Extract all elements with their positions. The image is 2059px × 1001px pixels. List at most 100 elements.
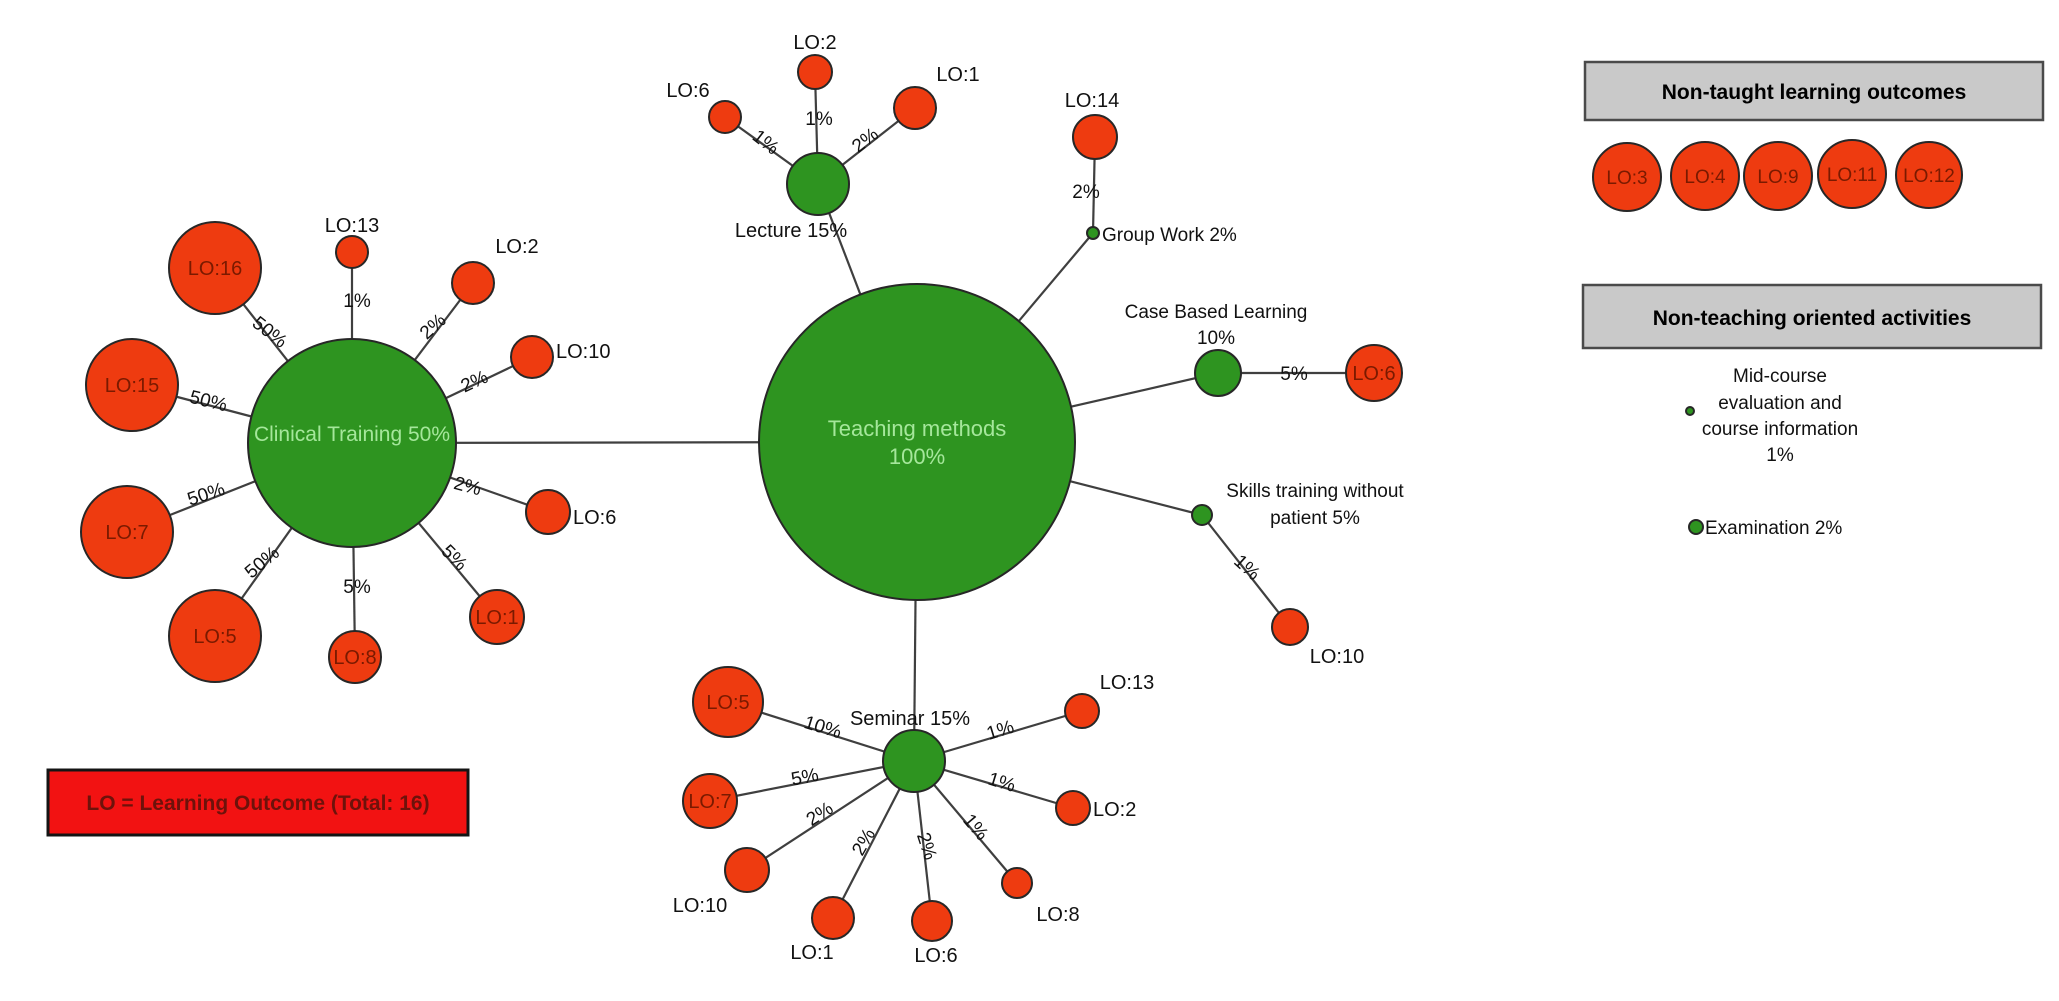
node-seminar (882, 729, 946, 793)
seminar-sat-lo2-label: LO:2 (1093, 799, 1136, 821)
seminar-pct-lo8: 1% (958, 810, 992, 845)
clinical-sat-lo6-label: LO:6 (573, 507, 616, 529)
legend-lo3-circle (1592, 142, 1662, 212)
seminar-sat-lo5-circle (692, 666, 764, 738)
legend-lo3-label: LO:3 (1606, 168, 1647, 189)
lecture-sat-lo2-circle (797, 54, 833, 90)
seminar-sat-lo7-circle (682, 773, 738, 829)
seminar-sat-lo13-label: LO:13 (1100, 672, 1154, 694)
legend-activities: Non-teaching oriented activities Mid-cou… (1581, 283, 2043, 539)
legend-activities-header-box (1581, 283, 2043, 350)
clinical-sat-lo10-circle (510, 335, 554, 379)
groupwork-sat-lo14-circle (1072, 114, 1118, 160)
node-case-based-learning (1194, 349, 1242, 397)
mid-course-line2: evaluation and (1718, 393, 1842, 414)
lecture-sat-lo1-circle (893, 86, 937, 130)
node-skills-training (1191, 504, 1213, 526)
nodes (80, 54, 1403, 942)
mid-course-dot (1685, 406, 1695, 416)
legend-lo12-label: LO:12 (1903, 166, 1955, 187)
clinical-sat-lo16-circle (168, 221, 262, 315)
legend-non-taught: Non-taught learning outcomes LO:3 LO:4 L… (1583, 60, 2045, 212)
seminar-sat-lo6-circle (911, 900, 953, 942)
seminar-sat-lo6-label: LO:6 (914, 945, 957, 967)
cbl-label-line1: Case Based Learning (1125, 302, 1308, 323)
cbl-pct-lo6: 5% (1280, 364, 1308, 385)
legend-lo4-circle (1670, 141, 1740, 211)
node-group-work (1086, 226, 1100, 240)
node-labels: Teaching methods 100% Clinical Training … (254, 220, 1404, 730)
seminar-sat-lo8-circle (1001, 867, 1033, 899)
seminar-sat-lo8-label: LO:8 (1036, 904, 1079, 926)
callout-box (46, 768, 470, 837)
seminar-pct-lo1: 2% (848, 825, 880, 859)
legend-non-taught-header-box (1583, 60, 2045, 122)
clinical-pct-lo1: 5% (437, 541, 471, 575)
seminar-sat-lo7-label: LO:7 (688, 791, 731, 813)
node-teaching-methods (758, 283, 1076, 601)
clinical-sat-lo16-label: LO:16 (188, 258, 242, 280)
clinical-pct-lo6: 2% (451, 473, 483, 500)
cbl-label-line2: 10% (1197, 328, 1235, 349)
clinical-sat-lo7-circle (80, 485, 174, 579)
seminar-pct-lo2: 1% (985, 769, 1018, 797)
seminar-sat-lo10-circle (724, 847, 770, 893)
groupwork-sat-lo14-label: LO:14 (1065, 90, 1119, 112)
clinical-pct-lo2: 2% (416, 310, 451, 344)
examination-label: Examination 2% (1705, 518, 1842, 539)
skills-label-line1: Skills training without (1226, 481, 1404, 502)
legend-activities-title: Non-teaching oriented activities (1653, 307, 1972, 330)
seminar-pct-lo7: 5% (789, 765, 820, 791)
examination-dot (1688, 519, 1704, 535)
legend-non-taught-title: Non-taught learning outcomes (1662, 81, 1967, 104)
clinical-sat-lo13-circle (335, 235, 369, 269)
clinical-pct-lo13: 1% (343, 291, 371, 312)
lecture-sat-lo2-label: LO:2 (793, 32, 836, 54)
lecture-sat-lo6-label: LO:6 (666, 80, 709, 102)
seminar-label: Seminar 15% (850, 708, 970, 730)
legend-lo9-label: LO:9 (1757, 167, 1798, 188)
lecture-pct-lo1: 2% (848, 124, 883, 158)
clinical-sat-lo7-label: LO:7 (105, 522, 148, 544)
node-lecture (786, 152, 850, 216)
seminar-sat-lo13-circle (1064, 693, 1100, 729)
callout-label: LO = Learning Outcome (Total: 16) (86, 792, 429, 815)
clinical-sat-lo1-circle (469, 589, 525, 645)
teaching-label-line1: Teaching methods (828, 416, 1007, 441)
teaching-label-line2: 100% (889, 444, 945, 469)
clinical-sat-lo13-label: LO:13 (325, 215, 379, 237)
legend-lo4-label: LO:4 (1684, 167, 1726, 188)
skills-sat-lo10-circle (1271, 608, 1309, 646)
seminar-pct-lo6: 2% (912, 830, 940, 863)
edge-seminar-lo7 (709, 759, 915, 803)
legend-lo12-circle (1895, 141, 1963, 209)
lecture-sat-lo1-label: LO:1 (936, 64, 979, 86)
callout: LO = Learning Outcome (Total: 16) (46, 768, 470, 837)
clinical-sat-lo6-circle (525, 489, 571, 535)
clinical-sat-lo10-label: LO:10 (556, 341, 610, 363)
skills-label-line2: patient 5% (1270, 508, 1360, 529)
clinical-sat-lo2-circle (451, 261, 495, 305)
legend-lo9-circle (1743, 141, 1813, 211)
cbl-sat-lo6-circle (1345, 344, 1403, 402)
clinical-pct-lo15: 50% (187, 387, 229, 417)
activity-sat-labels: LO:14 2% LO:6 5% LO:10 1% (1065, 90, 1396, 668)
legend-lo11-circle (1817, 139, 1887, 209)
clinical-sat-lo5-label: LO:5 (193, 626, 236, 648)
clinical-sat-lo5-circle (168, 589, 262, 683)
clinical-sat-lo8-label: LO:8 (333, 647, 376, 669)
clinical-pct-lo7: 50% (185, 479, 228, 511)
seminar-sat-lo10-label: LO:10 (673, 895, 727, 917)
seminar-pct-lo13: 1% (984, 717, 1017, 745)
seminar-pct-lo5: 10% (801, 712, 844, 743)
seminar-sat-lo1-circle (811, 896, 855, 940)
clinical-pct-lo10: 2% (458, 367, 492, 398)
seminar-sat-lo2-circle (1055, 790, 1091, 826)
lecture-pct-lo2: 1% (805, 109, 833, 130)
clinical-sat-lo1-label: LO:1 (475, 607, 518, 629)
mid-course-line4: 1% (1766, 445, 1794, 466)
mid-course-line3: course information (1702, 419, 1858, 440)
groupwork-label: Group Work 2% (1102, 225, 1237, 246)
clinical-sat-lo15-circle (85, 338, 179, 432)
